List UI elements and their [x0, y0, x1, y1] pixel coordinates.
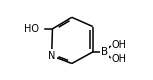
- Text: N: N: [48, 51, 55, 61]
- Text: B: B: [101, 47, 108, 57]
- Text: OH: OH: [112, 54, 127, 64]
- Text: OH: OH: [112, 40, 127, 50]
- Text: HO: HO: [24, 24, 39, 34]
